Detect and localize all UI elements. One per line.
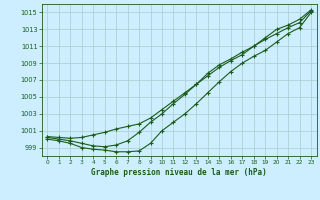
- X-axis label: Graphe pression niveau de la mer (hPa): Graphe pression niveau de la mer (hPa): [91, 168, 267, 177]
